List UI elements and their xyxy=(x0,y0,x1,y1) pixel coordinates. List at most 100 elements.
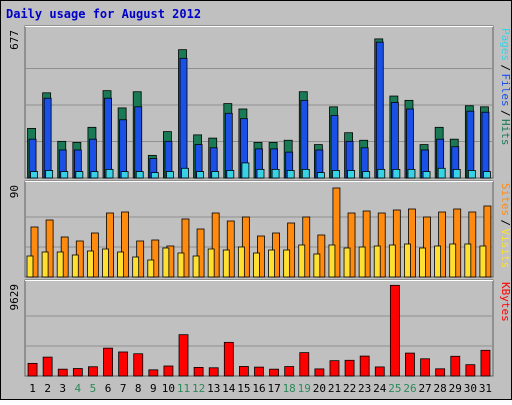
bar-pages xyxy=(362,171,371,179)
x-tick-label: 21 xyxy=(328,382,341,395)
x-tick-label: 27 xyxy=(418,382,431,395)
bar-sites xyxy=(177,252,185,278)
bar-visits xyxy=(106,212,114,278)
bar-pages xyxy=(30,171,38,179)
bar-visits xyxy=(181,218,190,278)
bar-pages xyxy=(226,170,235,179)
bar-pages xyxy=(256,168,265,179)
bar-sites xyxy=(26,255,34,278)
x-tick-label: 19 xyxy=(298,382,311,395)
bar-pages xyxy=(105,168,114,179)
bar-kbytes xyxy=(223,341,234,377)
bar-visits xyxy=(30,226,39,278)
x-tick-label: 16 xyxy=(252,382,265,395)
bar-kbytes xyxy=(389,284,400,377)
chart-title: Daily usage for August 2012 xyxy=(6,7,201,21)
bar-visits xyxy=(362,210,371,278)
bar-sites xyxy=(71,254,79,278)
x-tick-label: 30 xyxy=(464,382,477,395)
bar-visits xyxy=(408,208,416,278)
bar-kbytes xyxy=(299,352,310,377)
series-label-kbytes: KBytes xyxy=(499,282,512,322)
bar-files xyxy=(406,108,414,179)
bar-kbytes xyxy=(480,349,491,377)
bar-files xyxy=(104,97,112,179)
bar-sites xyxy=(117,251,124,278)
bar-pages xyxy=(241,162,250,179)
panel-frame-kbytes xyxy=(24,279,494,377)
bar-sites xyxy=(253,252,260,278)
bar-kbytes xyxy=(148,369,159,377)
bar-kbytes xyxy=(374,366,385,377)
bar-kbytes xyxy=(103,347,113,377)
bar-kbytes xyxy=(193,367,204,377)
bar-visits xyxy=(347,212,356,278)
x-tick-label: 6 xyxy=(105,382,112,395)
bar-sites xyxy=(328,244,336,278)
x-tick-label: 5 xyxy=(90,382,97,395)
bar-files xyxy=(375,41,384,179)
label-separator: / xyxy=(499,65,512,72)
series-label-files: Files xyxy=(499,74,512,107)
bar-kbytes xyxy=(163,365,174,377)
bar-pages xyxy=(75,171,84,179)
x-tick-label: 1 xyxy=(29,382,36,395)
bar-kbytes xyxy=(57,368,68,377)
y-max-label: 677 xyxy=(8,30,21,50)
bar-pages xyxy=(467,170,476,179)
bar-sites xyxy=(222,249,230,278)
x-tick-label: 28 xyxy=(434,382,447,395)
bar-pages xyxy=(437,167,446,179)
bar-files xyxy=(119,119,128,179)
bar-visits xyxy=(392,209,401,278)
bar-sites xyxy=(56,251,64,278)
bar-kbytes xyxy=(133,353,144,377)
y-max-label: 9629 xyxy=(8,284,21,311)
x-tick-label: 31 xyxy=(479,382,492,395)
bar-pages xyxy=(271,168,280,179)
x-tick-label: 2 xyxy=(44,382,51,395)
x-tick-label: 17 xyxy=(267,382,280,395)
x-tick-label: 9 xyxy=(150,382,157,395)
bar-sites xyxy=(449,243,457,278)
bar-visits xyxy=(453,208,462,278)
bar-sites xyxy=(268,249,275,278)
series-label-pages: Pages xyxy=(499,28,512,61)
bar-sites xyxy=(479,245,487,278)
bar-pages xyxy=(316,172,325,179)
label-separator: / xyxy=(499,220,512,227)
series-label-sites: Sites xyxy=(499,183,512,216)
bar-pages xyxy=(181,167,189,179)
bar-pages xyxy=(135,171,144,179)
bar-sites xyxy=(404,243,411,278)
bar-sites xyxy=(237,246,245,278)
bar-pages xyxy=(392,168,401,179)
bar-pages xyxy=(166,171,174,179)
bar-sites xyxy=(343,247,351,278)
x-tick-label: 25 xyxy=(388,382,401,395)
bar-pages xyxy=(286,170,295,179)
bar-kbytes xyxy=(42,356,53,377)
x-tick-label: 15 xyxy=(237,382,250,395)
x-tick-label: 12 xyxy=(192,382,205,395)
bar-kbytes xyxy=(269,368,279,377)
bar-pages xyxy=(45,170,54,179)
x-tick-label: 22 xyxy=(343,382,356,395)
bar-pages xyxy=(452,168,461,179)
bar-pages xyxy=(211,171,220,179)
bar-files xyxy=(134,106,143,179)
x-tick-label: 11 xyxy=(177,382,190,395)
bar-sites xyxy=(283,249,291,278)
series-label-hits: Hits xyxy=(499,119,512,146)
bar-visits xyxy=(377,212,386,278)
x-tick-label: 14 xyxy=(222,382,236,395)
x-tick-label: 29 xyxy=(449,382,462,395)
bar-kbytes xyxy=(284,366,295,377)
bar-kbytes xyxy=(465,364,476,377)
bar-pages xyxy=(120,171,129,179)
bar-sites xyxy=(132,256,140,278)
x-tick-label: 23 xyxy=(358,382,371,395)
bar-sites xyxy=(313,253,321,278)
